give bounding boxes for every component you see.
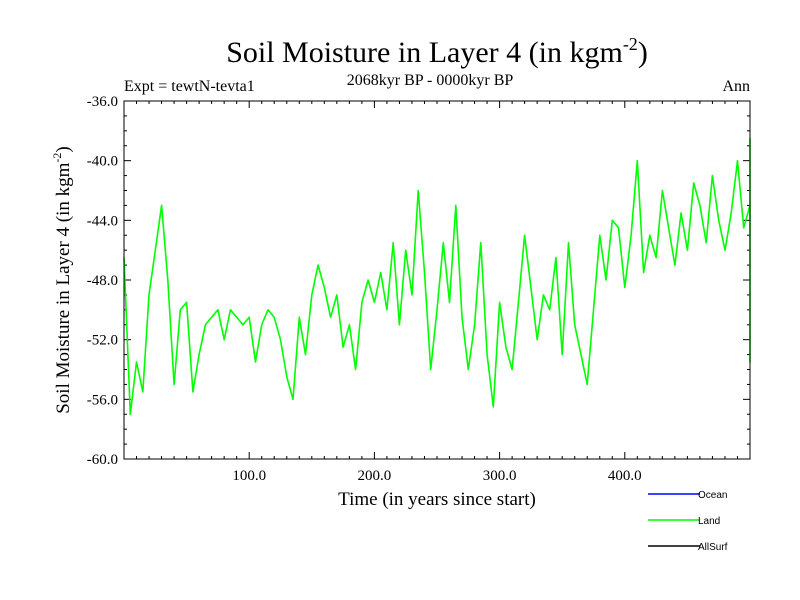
subtitle-period: 2068kyr BP - 0000kyr BP [347,72,514,89]
x-axis-tick-labels: 100.0 200.0 300.0 400.0 [232,468,641,484]
y-axis-label: Soil Moisture in Layer 4 (in kgm-2) [50,146,74,414]
legend-label-ocean: Ocean [698,490,727,501]
y-axis-label-close: ) [53,146,74,152]
series-line-land [123,137,751,416]
y-axis-label-text: Soil Moisture in Layer 4 (in kgm [53,162,74,413]
x-axis-ticks [136,101,738,459]
legend-label-land: Land [698,516,720,527]
chart-title-text: Soil Moisture in Layer 4 (in kgm [226,36,623,69]
y-axis-label-superscript: -2 [50,153,64,163]
y-axis-ticks [124,115,750,445]
y-tick-label: -52.0 [87,333,118,349]
x-tick-label: 200.0 [358,468,392,484]
subtitle-season: Ann [722,78,750,95]
plot-frame [123,100,751,460]
chart-title-close: ) [638,36,648,69]
x-tick-label: 100.0 [232,468,266,484]
y-tick-label: -56.0 [87,392,118,408]
y-tick-label: -36.0 [87,94,118,110]
series-layer [123,137,751,416]
legend: Ocean Land AllSurf [648,490,728,553]
subtitle-experiment: Expt = tewtN-tevta1 [124,78,255,95]
y-tick-label: -44.0 [87,213,118,229]
plot-area [123,100,751,460]
legend-label-allsurf: AllSurf [698,542,728,553]
y-tick-label: -40.0 [87,154,118,170]
chart-title: Soil Moisture in Layer 4 (in kgm-2) [226,34,648,69]
x-tick-label: 400.0 [608,468,642,484]
x-axis-label: Time (in years since start) [338,489,536,510]
x-tick-label: 300.0 [483,468,517,484]
y-tick-label: -60.0 [87,452,118,468]
chart-title-superscript: -2 [623,34,638,54]
y-tick-label: -48.0 [87,273,118,289]
y-axis-tick-labels: -60.0 -56.0 -52.0 -48.0 -44.0 -40.0 -36.0 [87,94,118,468]
